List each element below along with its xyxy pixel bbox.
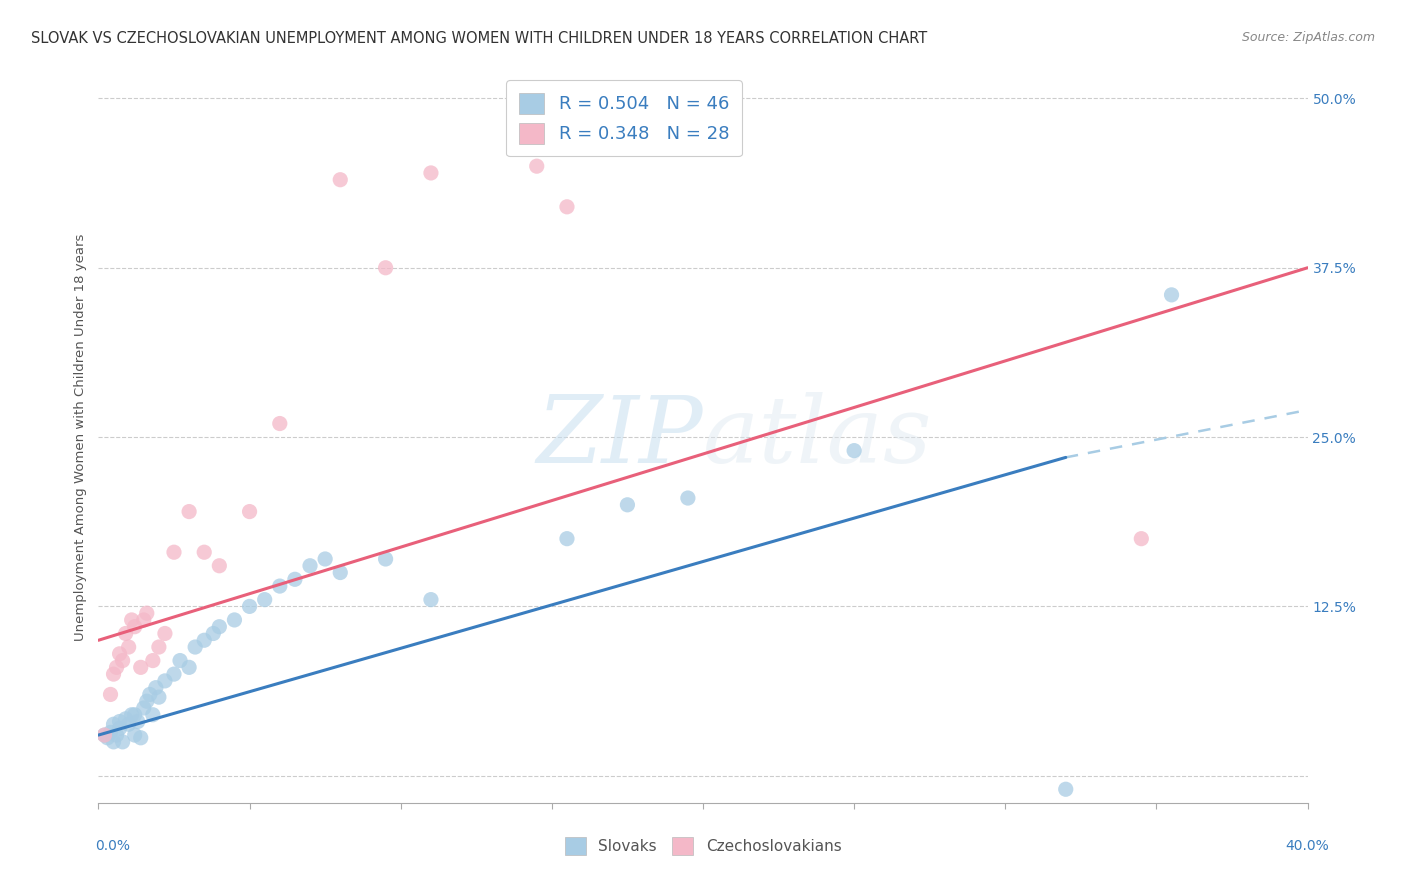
Point xyxy=(676,491,699,505)
Point xyxy=(132,701,155,715)
Point xyxy=(184,640,207,654)
Point xyxy=(124,728,146,742)
Point xyxy=(108,721,131,735)
Point xyxy=(555,532,578,546)
Point xyxy=(103,717,125,731)
Point xyxy=(132,613,155,627)
Point xyxy=(374,552,396,566)
Point xyxy=(121,613,143,627)
Point xyxy=(108,647,131,661)
Point xyxy=(239,505,262,519)
Text: Source: ZipAtlas.com: Source: ZipAtlas.com xyxy=(1241,31,1375,45)
Point xyxy=(135,606,157,620)
Point xyxy=(179,505,201,519)
Point xyxy=(179,660,201,674)
Point xyxy=(224,613,246,627)
Point xyxy=(314,552,336,566)
Point xyxy=(111,735,134,749)
Point xyxy=(526,159,548,173)
Point xyxy=(139,688,162,702)
Point xyxy=(103,735,125,749)
Point xyxy=(105,728,128,742)
Point xyxy=(153,673,176,688)
Point xyxy=(374,260,396,275)
Point xyxy=(202,626,225,640)
Point xyxy=(142,654,165,668)
Point xyxy=(844,443,866,458)
Point xyxy=(118,640,141,654)
Legend: Slovaks, Czechoslovakians: Slovaks, Czechoslovakians xyxy=(558,831,848,861)
Point xyxy=(208,620,231,634)
Point xyxy=(111,654,134,668)
Point xyxy=(284,572,307,586)
Point xyxy=(193,545,215,559)
Point xyxy=(127,714,149,729)
Point xyxy=(163,667,186,681)
Point xyxy=(129,731,152,745)
Point xyxy=(114,712,136,726)
Point xyxy=(1054,782,1077,797)
Point xyxy=(96,731,118,745)
Text: 0.0%: 0.0% xyxy=(96,838,131,853)
Point xyxy=(105,660,128,674)
Point xyxy=(135,694,157,708)
Point xyxy=(1160,288,1182,302)
Point xyxy=(145,681,167,695)
Text: atlas: atlas xyxy=(703,392,932,482)
Point xyxy=(555,200,578,214)
Y-axis label: Unemployment Among Women with Children Under 18 years: Unemployment Among Women with Children U… xyxy=(75,234,87,640)
Point xyxy=(100,725,122,739)
Text: 40.0%: 40.0% xyxy=(1285,838,1329,853)
Point xyxy=(329,566,352,580)
Point xyxy=(299,558,322,573)
Point xyxy=(108,714,131,729)
Point xyxy=(118,717,141,731)
Text: SLOVAK VS CZECHOSLOVAKIAN UNEMPLOYMENT AMONG WOMEN WITH CHILDREN UNDER 18 YEARS : SLOVAK VS CZECHOSLOVAKIAN UNEMPLOYMENT A… xyxy=(31,31,927,46)
Point xyxy=(239,599,262,614)
Point xyxy=(153,626,176,640)
Point xyxy=(616,498,638,512)
Point xyxy=(329,172,352,186)
Point xyxy=(253,592,276,607)
Point xyxy=(193,633,215,648)
Point xyxy=(93,728,115,742)
Point xyxy=(269,417,291,431)
Point xyxy=(121,707,143,722)
Point xyxy=(163,545,186,559)
Point xyxy=(420,592,443,607)
Point xyxy=(269,579,291,593)
Point xyxy=(124,620,146,634)
Point xyxy=(114,626,136,640)
Point xyxy=(129,660,152,674)
Point xyxy=(208,558,231,573)
Point xyxy=(103,667,125,681)
Point xyxy=(93,728,115,742)
Point xyxy=(148,640,170,654)
Point xyxy=(420,166,443,180)
Point xyxy=(100,688,122,702)
Point xyxy=(124,707,146,722)
Point xyxy=(148,690,170,705)
Text: ZIP: ZIP xyxy=(536,392,703,482)
Point xyxy=(169,654,191,668)
Point xyxy=(1130,532,1153,546)
Point xyxy=(142,707,165,722)
